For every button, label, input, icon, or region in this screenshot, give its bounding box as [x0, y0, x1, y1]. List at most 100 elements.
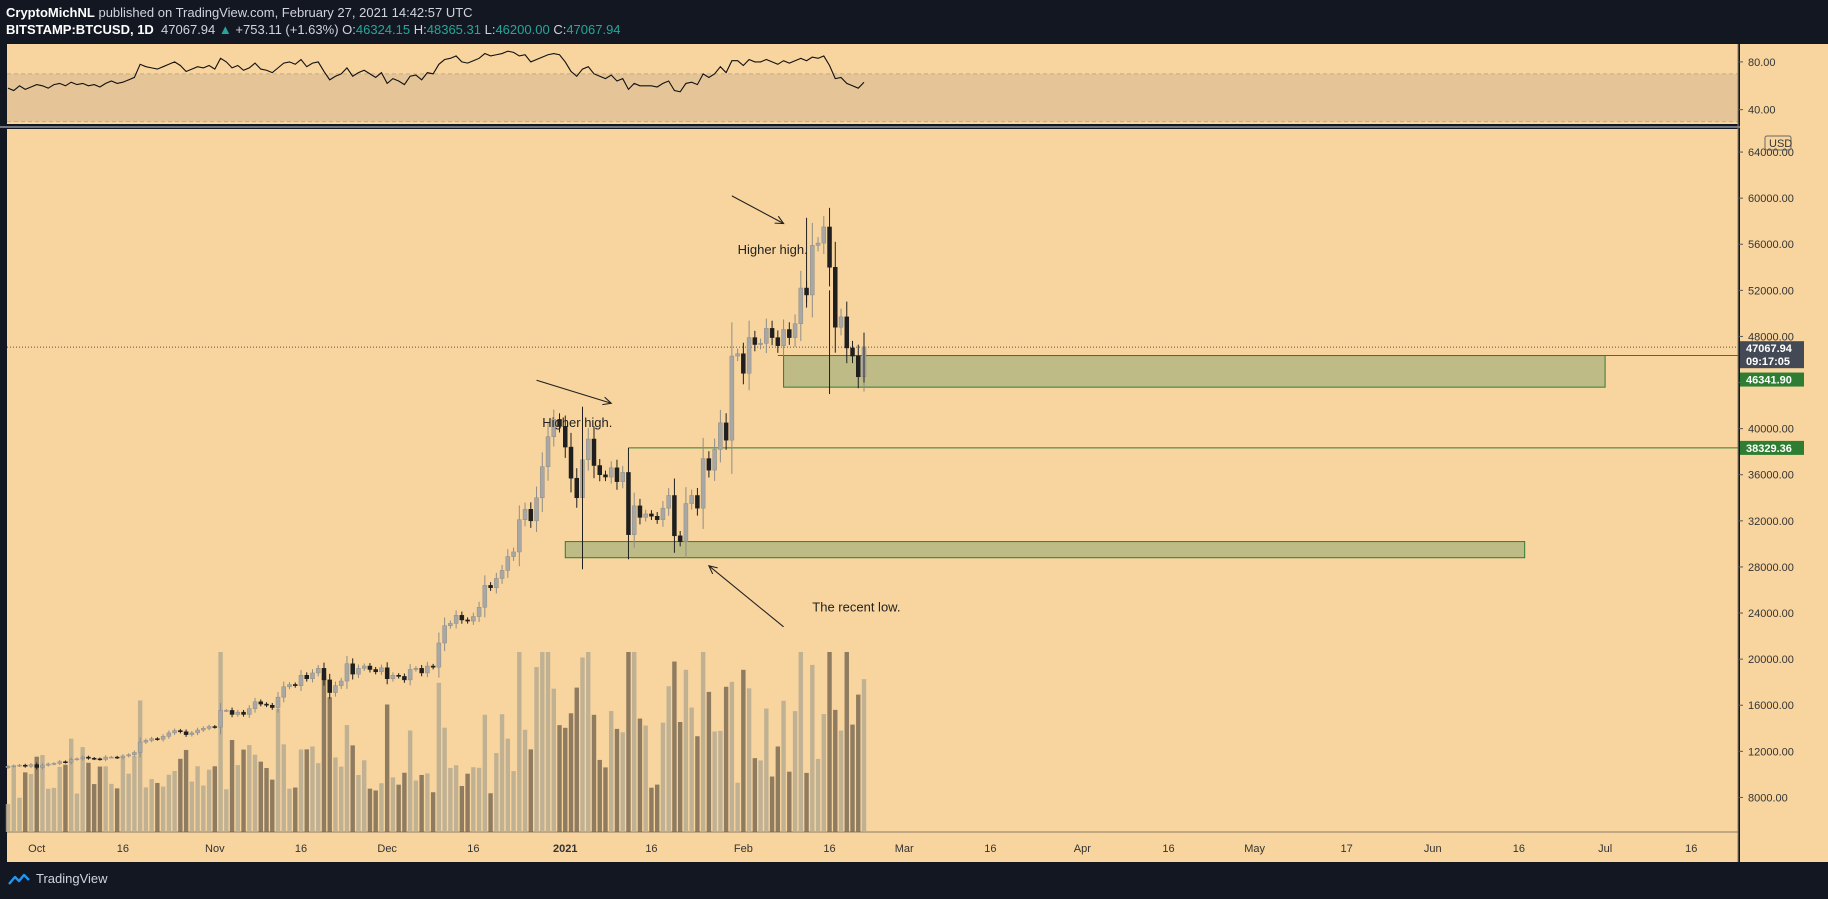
candle-body[interactable]: [338, 680, 344, 686]
candle-body[interactable]: [195, 729, 200, 734]
candle-body[interactable]: [643, 513, 648, 518]
candle-body[interactable]: [465, 619, 470, 622]
candle-body[interactable]: [775, 337, 781, 346]
candle-body[interactable]: [22, 764, 28, 767]
candle-body[interactable]: [270, 704, 275, 708]
candle-body[interactable]: [471, 616, 476, 622]
candle-body[interactable]: [723, 422, 729, 441]
candle-body[interactable]: [109, 756, 114, 759]
candle-body[interactable]: [68, 759, 74, 763]
rsi-line[interactable]: [7, 50, 865, 93]
candle-body[interactable]: [315, 668, 321, 674]
candle-body[interactable]: [517, 519, 522, 553]
annotation-arrow[interactable]: [731, 195, 784, 224]
candle-body[interactable]: [379, 667, 384, 673]
candle-body[interactable]: [568, 446, 574, 479]
candle-body[interactable]: [206, 726, 212, 729]
candle-body[interactable]: [166, 732, 172, 737]
annotation-arrow[interactable]: [536, 379, 612, 404]
candle-body[interactable]: [827, 226, 832, 268]
candle-body[interactable]: [407, 669, 413, 681]
candle-body[interactable]: [86, 756, 91, 759]
candle-body[interactable]: [304, 675, 309, 679]
time-axis[interactable]: [7, 832, 1738, 862]
candle-body[interactable]: [57, 761, 62, 764]
candle-body[interactable]: [758, 343, 763, 345]
candle-body[interactable]: [482, 585, 488, 608]
candle-body[interactable]: [97, 758, 103, 761]
candle-body[interactable]: [247, 708, 252, 715]
symbol-name[interactable]: BITSTAMP:BTCUSD, 1D: [6, 22, 154, 37]
candle-body[interactable]: [603, 474, 608, 478]
candle-body[interactable]: [631, 505, 637, 535]
candle-body[interactable]: [856, 355, 861, 378]
candle-body[interactable]: [488, 585, 493, 588]
candle-body[interactable]: [787, 329, 792, 338]
candle-body[interactable]: [287, 684, 292, 688]
candle-body[interactable]: [620, 472, 625, 482]
candle-body[interactable]: [769, 328, 775, 338]
annotation-arrow[interactable]: [708, 565, 784, 628]
annotation-text[interactable]: Higher high.: [542, 415, 612, 430]
candle-body[interactable]: [28, 764, 34, 767]
candle-body[interactable]: [183, 731, 189, 735]
currency-box[interactable]: [1764, 135, 1792, 151]
candle-body[interactable]: [373, 669, 378, 673]
candle-body[interactable]: [781, 329, 786, 346]
candle-body[interactable]: [683, 503, 689, 542]
candle-body[interactable]: [459, 615, 465, 621]
candle-body[interactable]: [11, 765, 16, 767]
candle-body[interactable]: [298, 675, 304, 686]
candle-body[interactable]: [626, 472, 631, 535]
annotation-text[interactable]: The recent low.: [812, 599, 900, 614]
candle-body[interactable]: [218, 710, 223, 728]
candle-body[interactable]: [614, 467, 620, 482]
candle-body[interactable]: [752, 337, 758, 345]
candle-body[interactable]: [74, 758, 80, 761]
candle-body[interactable]: [126, 754, 131, 757]
candle-body[interactable]: [235, 711, 241, 715]
candle-body[interactable]: [551, 419, 557, 437]
candle-body[interactable]: [137, 741, 143, 753]
candle-body[interactable]: [712, 449, 717, 471]
candle-body[interactable]: [821, 226, 827, 244]
candle-body[interactable]: [160, 736, 166, 740]
candle-body[interactable]: [430, 665, 436, 668]
candle-body[interactable]: [224, 710, 229, 712]
candle-body[interactable]: [557, 419, 562, 427]
price-label-box[interactable]: [1740, 341, 1804, 356]
candle-body[interactable]: [91, 757, 97, 760]
candle-body[interactable]: [172, 730, 177, 734]
candle-body[interactable]: [293, 684, 298, 686]
candle-body[interactable]: [494, 578, 499, 588]
candle-body[interactable]: [114, 756, 120, 759]
candle-body[interactable]: [103, 756, 108, 760]
candle-body[interactable]: [677, 535, 683, 542]
candle-body[interactable]: [666, 495, 671, 509]
candle-body[interactable]: [189, 732, 195, 735]
candle-body[interactable]: [275, 696, 281, 708]
candle-body[interactable]: [178, 730, 183, 732]
candle-body[interactable]: [384, 667, 390, 679]
candle-body[interactable]: [425, 665, 430, 674]
candle-body[interactable]: [649, 513, 654, 517]
candle-body[interactable]: [448, 623, 453, 626]
candle-body[interactable]: [833, 267, 838, 328]
candle-body[interactable]: [442, 625, 447, 644]
candle-body[interactable]: [413, 668, 419, 670]
footer-brand[interactable]: TradingView: [8, 871, 108, 886]
candle-body[interactable]: [212, 726, 218, 728]
candle-body[interactable]: [792, 323, 798, 338]
candle-body[interactable]: [563, 426, 568, 448]
candle-body[interactable]: [689, 495, 694, 504]
price-label-box[interactable]: [1740, 372, 1804, 387]
candle-body[interactable]: [333, 685, 338, 693]
annotation-text[interactable]: Higher high.: [738, 242, 808, 257]
candle-body[interactable]: [5, 766, 11, 768]
candle-body[interactable]: [499, 570, 505, 579]
candle-body[interactable]: [511, 551, 516, 557]
candle-body[interactable]: [798, 287, 804, 325]
candle-body[interactable]: [419, 668, 424, 674]
candle-body[interactable]: [540, 466, 545, 499]
